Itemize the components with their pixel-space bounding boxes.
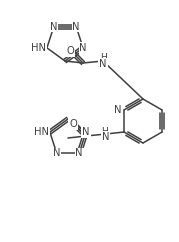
Text: N: N bbox=[53, 148, 61, 158]
Text: O: O bbox=[66, 46, 74, 56]
Text: HN: HN bbox=[31, 43, 46, 53]
Text: N: N bbox=[102, 132, 110, 142]
Text: N: N bbox=[114, 105, 122, 115]
Text: H: H bbox=[101, 127, 108, 136]
Text: HN: HN bbox=[34, 127, 49, 137]
Text: N: N bbox=[72, 22, 80, 32]
Text: H: H bbox=[101, 53, 107, 62]
Text: N: N bbox=[79, 43, 87, 53]
Text: N: N bbox=[99, 59, 107, 69]
Text: N: N bbox=[82, 127, 90, 137]
Text: N: N bbox=[75, 148, 83, 158]
Text: O: O bbox=[69, 119, 77, 129]
Text: N: N bbox=[50, 22, 58, 32]
